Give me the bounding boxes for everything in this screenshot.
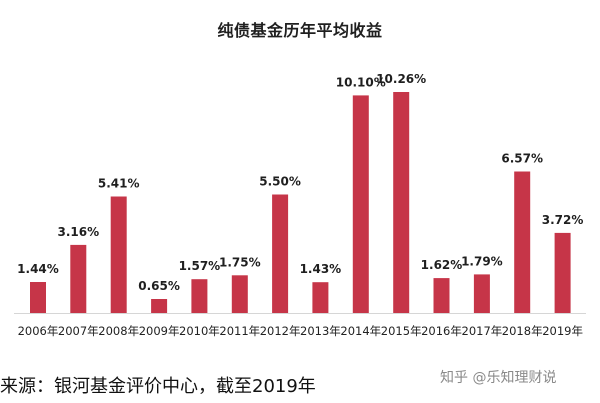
x-tick-label-2: 2007年 <box>58 324 99 338</box>
bar-value-label-2: 3.16% <box>57 225 99 239</box>
bar-12 <box>473 274 490 313</box>
bar-5 <box>191 279 208 313</box>
x-tick-label-14: 2019年 <box>542 324 583 338</box>
x-tick-label-13: 2018年 <box>502 324 543 338</box>
x-tick-label-9: 2014年 <box>340 324 381 338</box>
bar-3 <box>110 196 127 313</box>
bar-4 <box>151 299 168 313</box>
x-tick-label-10: 2015年 <box>381 324 422 338</box>
bar-value-label-5: 1.57% <box>179 259 221 273</box>
x-tick-label-6: 2011年 <box>219 324 260 338</box>
bar-value-label-3: 5.41% <box>98 177 140 191</box>
bars-group <box>30 92 571 314</box>
x-tick-label-11: 2016年 <box>421 324 462 338</box>
bar-9 <box>352 95 369 314</box>
bar-value-label-4: 0.65% <box>138 279 180 293</box>
bar-7 <box>272 194 289 313</box>
bar-value-label-14: 3.72% <box>542 213 584 227</box>
bar-value-label-12: 1.79% <box>461 254 503 268</box>
bar-chart: 1.44% 3.16% 5.41% 0.65% 1.57%1.75% 5.50% 1.43%… <box>14 72 586 338</box>
bar-value-label-10: 10.26% <box>376 72 426 86</box>
x-tick-label-1: 2006年 <box>18 324 59 338</box>
bar-14 <box>554 232 571 313</box>
x-tick-label-7: 2012年 <box>260 324 301 338</box>
bar-value-label-13: 6.57% <box>501 152 543 166</box>
bar-value-label-8: 1.43% <box>300 262 342 276</box>
bar-11 <box>433 278 450 313</box>
watermark: 知乎 @乐知理财说 <box>440 370 557 386</box>
x-tick-label-5: 2010年 <box>179 324 220 338</box>
bar-1 <box>30 282 46 313</box>
bar-value-label-7: 5.50% <box>259 175 301 189</box>
bar-2 <box>70 244 87 313</box>
value-labels-group: 1.44% 3.16% 5.41% 0.65% 1.57%1.75% 5.50% 1.43%… <box>17 72 583 293</box>
chart-title: 纯债基金历年平均收益 <box>217 21 383 40</box>
x-tick-label-8: 2013年 <box>300 324 341 338</box>
x-tick-label-12: 2017年 <box>462 324 503 338</box>
bar-6 <box>231 275 248 313</box>
x-axis-ticks-group: 2006年 2007年 2008年 2009年 2010年 2011年 2012年 2013年… <box>18 324 583 338</box>
bar-8 <box>312 282 329 313</box>
bar-value-label-11: 1.62% <box>421 258 463 272</box>
bar-10 <box>393 92 410 313</box>
x-tick-label-4: 2009年 <box>139 324 180 338</box>
source-note: 来源：银河基金评价中心，截至2019年 <box>0 376 316 397</box>
x-tick-label-3: 2008年 <box>98 324 139 338</box>
bar-value-label-9: 10.10% <box>336 75 386 89</box>
bar-13 <box>514 171 531 313</box>
bar-value-label-6: 1.75% <box>219 255 261 269</box>
bar-value-label-1: 1.44% <box>17 262 59 276</box>
